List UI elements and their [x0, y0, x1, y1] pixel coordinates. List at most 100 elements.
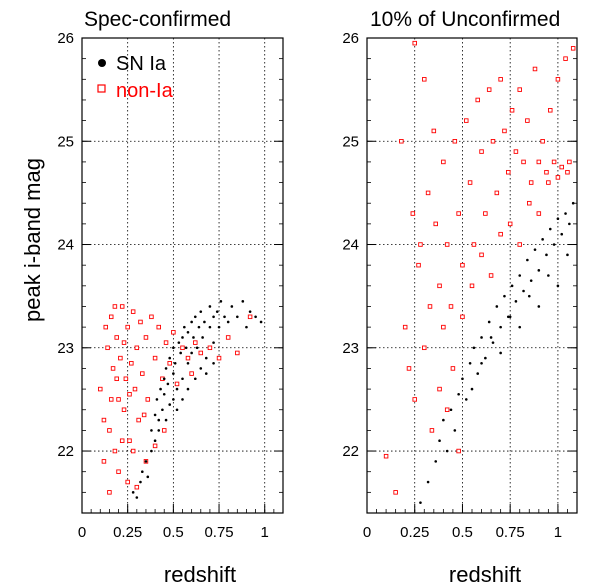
- point-sn-ia: [146, 475, 150, 479]
- y-tick-label: 25: [57, 133, 74, 150]
- x-tick-label: 1: [261, 524, 269, 541]
- point-non-ia: [532, 66, 538, 72]
- point-non-ia: [448, 304, 454, 309]
- point-sn-ia: [461, 377, 464, 381]
- point-sn-ia: [526, 258, 529, 262]
- gridlines: [366, 37, 577, 513]
- point-non-ia: [441, 159, 446, 165]
- point-non-ia: [536, 159, 542, 165]
- point-non-ia: [513, 149, 519, 154]
- point-sn-ia: [480, 336, 483, 339]
- point-non-ia: [101, 417, 107, 423]
- point-non-ia: [517, 242, 522, 247]
- point-sn-ia: [203, 320, 206, 324]
- point-sn-ia: [201, 336, 204, 339]
- point-non-ia: [450, 366, 456, 371]
- point-non-ia: [185, 355, 191, 361]
- point-sn-ia: [193, 377, 197, 381]
- point-sn-ia: [556, 217, 560, 221]
- point-non-ia: [383, 453, 389, 459]
- point-non-ia: [119, 304, 125, 309]
- point-non-ia: [437, 283, 442, 289]
- point-non-ia: [216, 355, 222, 361]
- point-non-ia: [546, 180, 551, 185]
- point-non-ia: [103, 324, 109, 330]
- y-axis-label: peak i-band mag: [20, 158, 45, 322]
- point-sn-ia: [212, 315, 215, 319]
- point-non-ia: [116, 397, 121, 402]
- point-sn-ia: [172, 346, 175, 350]
- point-non-ia: [129, 361, 134, 366]
- point-sn-ia: [545, 253, 548, 257]
- point-non-ia: [431, 128, 437, 134]
- point-non-ia: [130, 448, 136, 454]
- point-non-ia: [393, 490, 398, 495]
- point-sn-ia: [442, 418, 445, 422]
- point-sn-ia: [495, 305, 499, 308]
- point-non-ia: [471, 242, 477, 247]
- point-non-ia: [402, 324, 408, 330]
- x-tick-label: 0.5: [163, 524, 184, 541]
- point-sn-ia: [548, 227, 552, 231]
- point-non-ia: [509, 108, 515, 113]
- axis-ticks: [81, 37, 283, 514]
- point-sn-ia: [568, 222, 571, 226]
- legend: SN Ia non-Ia: [97, 53, 174, 102]
- point-non-ia: [130, 309, 136, 314]
- point-sn-ia: [162, 377, 166, 381]
- point-non-ia: [528, 180, 534, 185]
- point-sn-ia: [219, 300, 223, 303]
- tick-labels: 0 0.25 0.5 0.75 1 22 23 24 25 26: [57, 30, 269, 541]
- point-sn-ia: [141, 470, 144, 473]
- point-sn-ia: [529, 279, 533, 282]
- point-non-ia: [563, 56, 568, 61]
- point-non-ia: [427, 304, 433, 309]
- point-sn-ia: [419, 501, 422, 504]
- data-points: [98, 300, 263, 499]
- axis-ticks: [366, 37, 577, 514]
- point-sn-ia: [537, 269, 541, 272]
- point-sn-ia: [434, 460, 438, 463]
- point-sn-ia: [489, 336, 493, 339]
- y-tick-label: 24: [342, 237, 359, 254]
- point-sn-ia: [186, 330, 190, 334]
- point-non-ia: [444, 407, 450, 412]
- point-sn-ia: [153, 413, 157, 417]
- point-non-ia: [540, 139, 545, 144]
- legend-label-sn-ia: SN Ia: [116, 53, 167, 75]
- point-non-ia: [536, 211, 542, 216]
- point-sn-ia: [181, 398, 184, 401]
- point-sn-ia: [181, 336, 184, 339]
- point-non-ia: [134, 484, 140, 490]
- point-sn-ia: [426, 480, 430, 484]
- point-sn-ia: [491, 341, 495, 344]
- point-sn-ia: [254, 315, 257, 319]
- point-non-ia: [433, 221, 438, 227]
- point-sn-ia: [510, 284, 514, 288]
- point-non-ia: [479, 149, 484, 154]
- point-non-ia: [488, 273, 494, 278]
- point-sn-ia: [131, 491, 135, 494]
- point-non-ia: [152, 355, 158, 361]
- point-sn-ia: [168, 403, 172, 406]
- point-non-ia: [119, 438, 125, 443]
- point-non-ia: [570, 46, 576, 51]
- point-sn-ia: [449, 408, 453, 412]
- x-tick-label: 0.25: [400, 524, 429, 541]
- point-non-ia: [429, 428, 435, 433]
- panel-spec-confirmed: 0 0.25 0.5 0.75 1 22 23 24 25 26 Spec-confirmed r…: [20, 8, 284, 584]
- panel-unconfirmed: 0 0.25 0.5 0.75 1 22 23 24 25 26 10% of Unconfirm…: [342, 8, 578, 584]
- x-axis-label: redshift: [449, 562, 521, 584]
- point-non-ia: [125, 479, 130, 485]
- point-non-ia: [399, 139, 404, 144]
- point-sn-ia: [230, 305, 234, 308]
- point-non-ia: [551, 159, 557, 165]
- point-non-ia: [193, 340, 198, 345]
- point-non-ia: [127, 438, 132, 443]
- point-non-ia: [98, 386, 103, 392]
- point-non-ia: [225, 335, 231, 340]
- point-sn-ia: [155, 398, 159, 401]
- point-sn-ia: [499, 351, 502, 355]
- point-sn-ia: [195, 346, 199, 350]
